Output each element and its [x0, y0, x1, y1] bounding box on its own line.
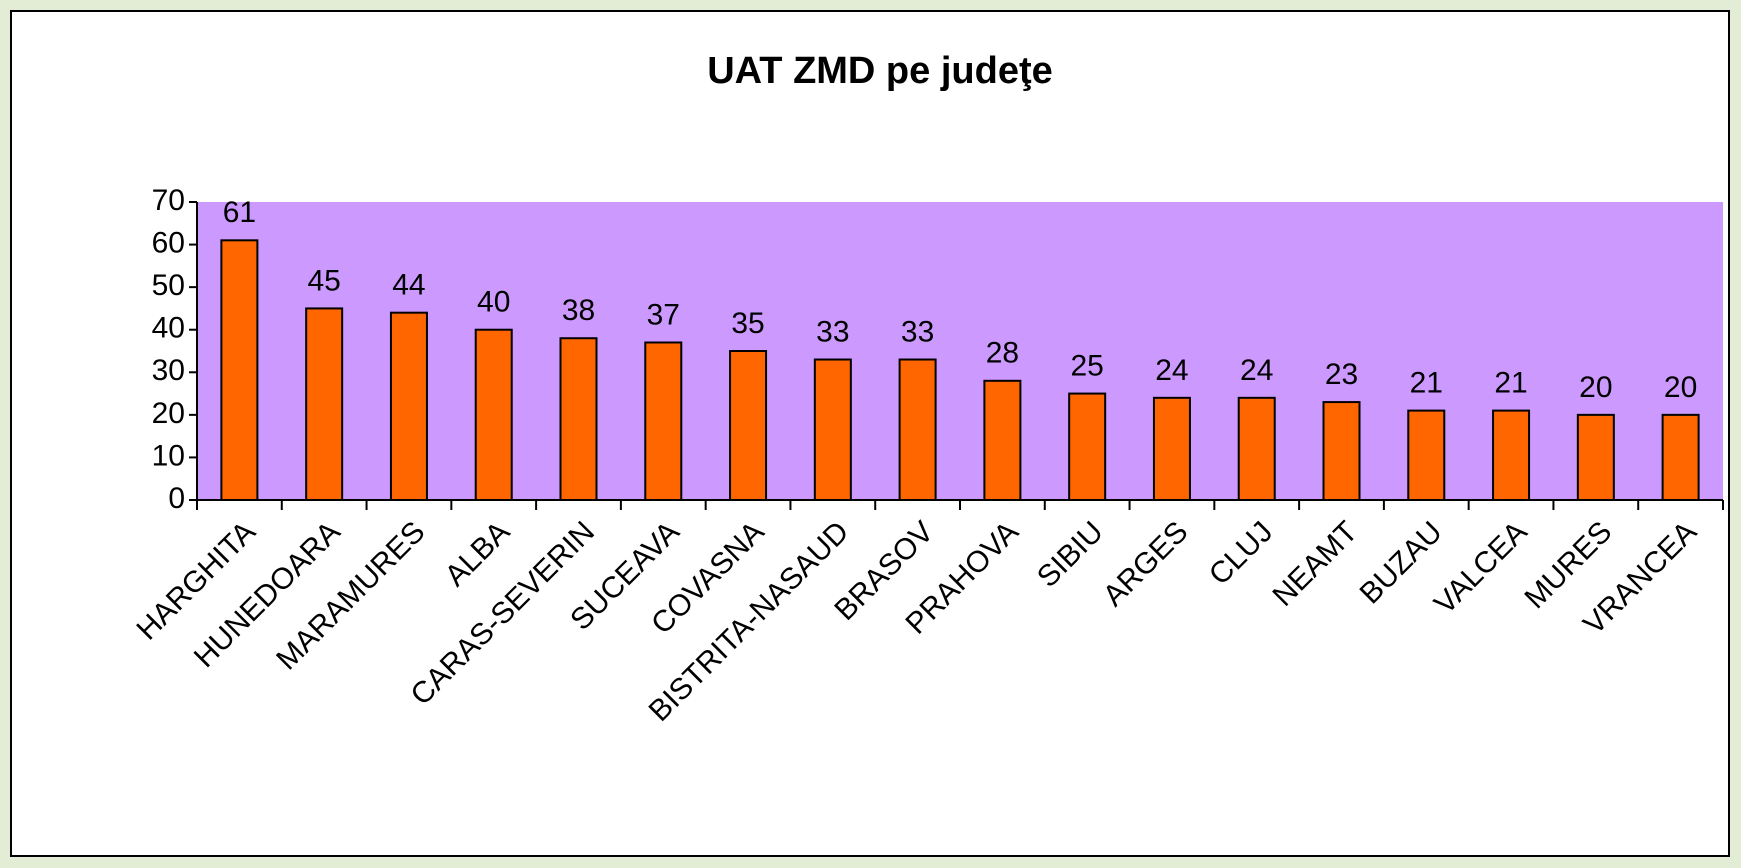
bar [1407, 409, 1446, 502]
value-label: 24 [1155, 354, 1188, 387]
value-label: 33 [901, 315, 934, 348]
y-tick-label: 50 [152, 269, 185, 302]
value-label: 61 [223, 196, 256, 229]
value-label: 21 [1494, 367, 1527, 400]
bar [1237, 396, 1276, 502]
value-label: 44 [392, 269, 425, 302]
value-label: 45 [307, 264, 340, 297]
bar [559, 337, 598, 501]
bar [813, 358, 852, 501]
bar [220, 239, 259, 501]
y-tick-label: 10 [152, 439, 185, 472]
value-label: 28 [986, 337, 1019, 370]
bar [1661, 413, 1700, 502]
value-label: 40 [477, 286, 510, 319]
bar [983, 379, 1022, 501]
y-tick-label: 30 [152, 354, 185, 387]
bar [389, 311, 428, 501]
value-label: 24 [1240, 354, 1273, 387]
bar [305, 307, 344, 501]
bar [1322, 401, 1361, 502]
value-label: 25 [1070, 349, 1103, 382]
plot-area [197, 202, 1723, 500]
value-label: 37 [647, 298, 680, 331]
y-tick-label: 20 [152, 397, 185, 430]
value-label: 38 [562, 294, 595, 327]
value-label: 21 [1410, 367, 1443, 400]
y-tick-label: 70 [152, 184, 185, 217]
value-label: 23 [1325, 358, 1358, 391]
bar [1152, 396, 1191, 502]
value-label: 20 [1664, 371, 1697, 404]
value-label: 20 [1579, 371, 1612, 404]
bar [1068, 392, 1107, 502]
bar [898, 358, 937, 501]
bar [729, 350, 768, 501]
y-tick-label: 40 [152, 312, 185, 345]
y-tick-label: 60 [152, 226, 185, 259]
chart-title: UAT ZMD pe judeţe [707, 50, 1053, 92]
y-tick-label: 0 [168, 482, 185, 515]
bar [474, 328, 513, 502]
value-label: 33 [816, 315, 849, 348]
bar [1492, 409, 1531, 502]
bar [644, 341, 683, 501]
bar [1576, 413, 1615, 502]
value-label: 35 [731, 307, 764, 340]
